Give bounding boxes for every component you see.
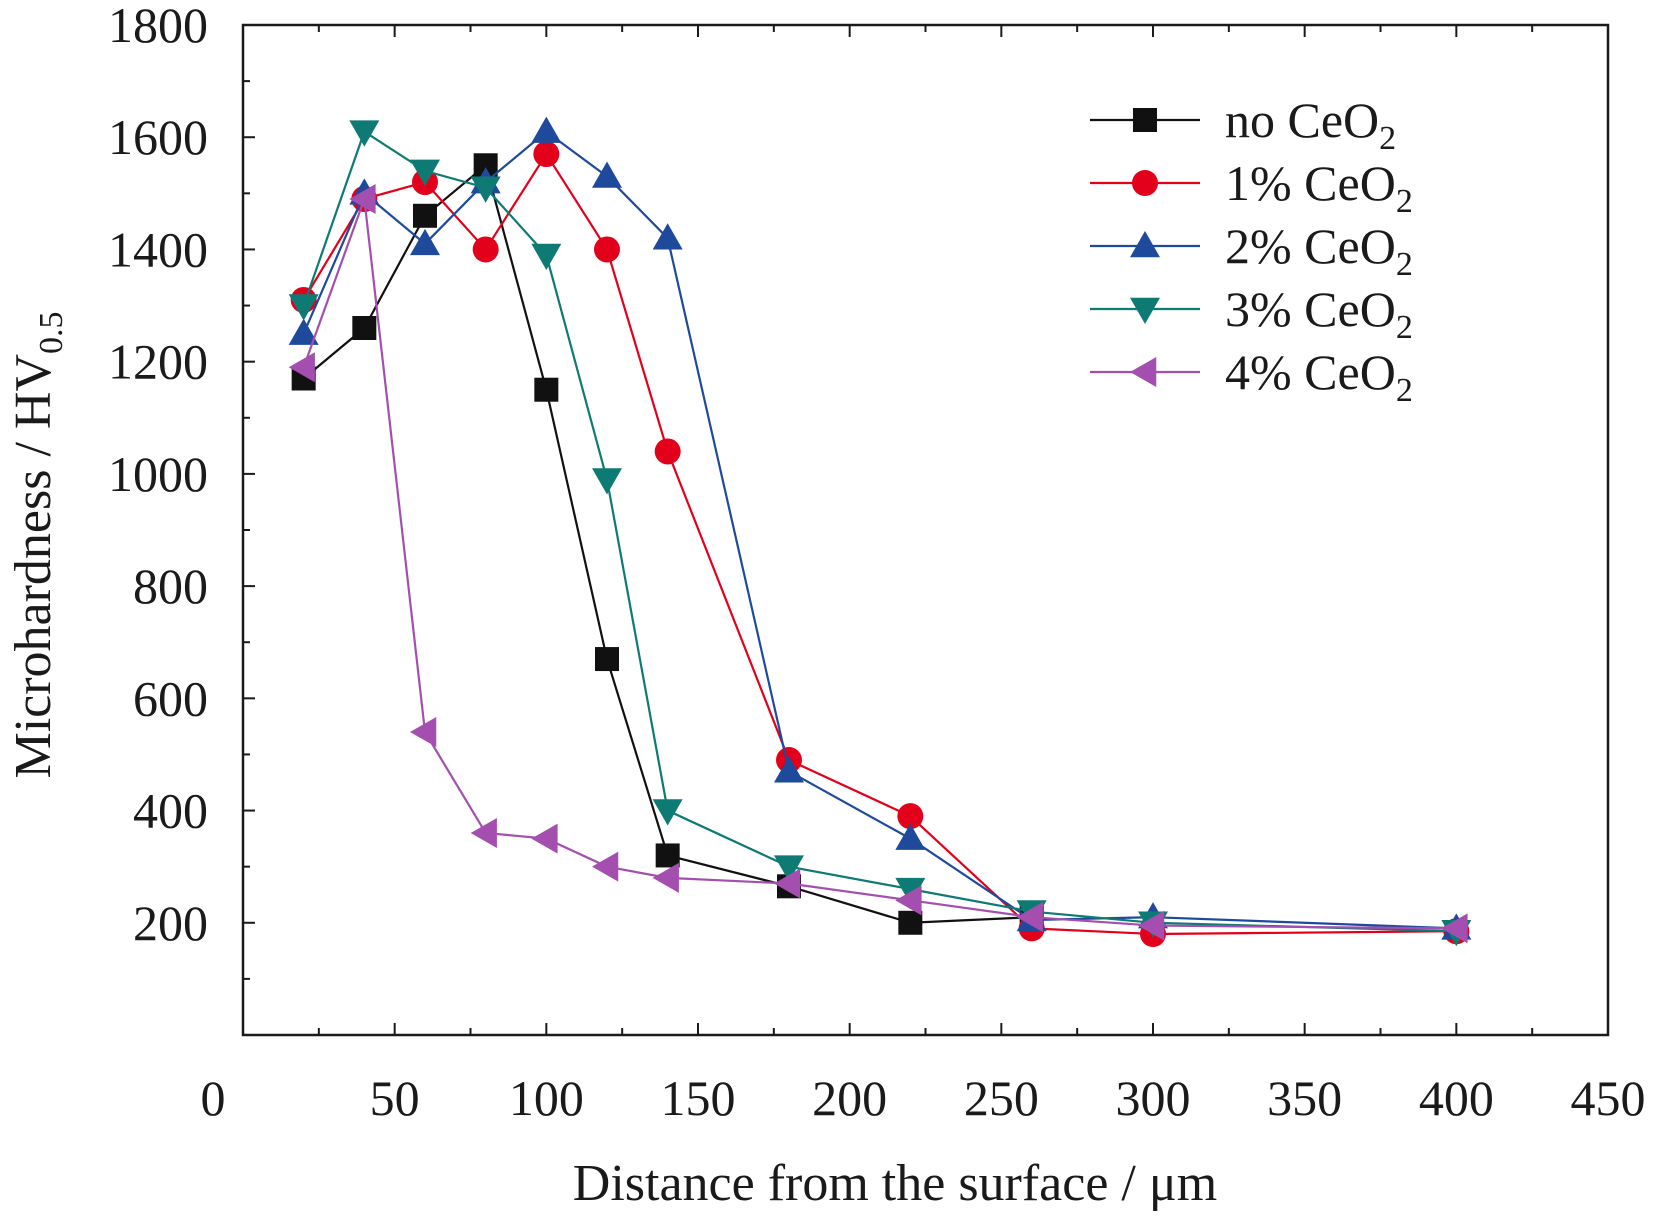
legend-marker-1pct-ceo2 (1132, 170, 1158, 196)
legend-label-no-ceo2: no CeO2 (1225, 92, 1396, 157)
y-tick-label-1200: 1200 (108, 334, 208, 390)
data-point-no-ceo2-60 (413, 203, 437, 228)
data-point-3pct-ceo2-40 (349, 120, 380, 147)
data-point-3pct-ceo2-20 (288, 294, 319, 321)
data-point-no-ceo2-40 (352, 316, 377, 340)
legend-label-4pct-ceo2: 4% CeO2 (1225, 344, 1413, 409)
x-tick-label-350: 350 (1267, 1070, 1342, 1126)
legend-marker-3pct-ceo2 (1130, 297, 1160, 324)
x-tick-label-0: 0 (201, 1070, 226, 1126)
data-point-4pct-ceo2-40 (349, 183, 376, 214)
data-point-2pct-ceo2-120 (592, 161, 622, 188)
y-tick-labels: 200 400 600 800 1000 1200 1400 1600 1800 (108, 0, 208, 951)
data-point-3pct-ceo2-120 (592, 468, 622, 495)
legend-label-main: 3% CeO (1225, 281, 1396, 337)
y-axis-title-main: Microhardness / HV (5, 354, 62, 779)
x-tick-label-300: 300 (1116, 1070, 1191, 1126)
data-point-3pct-ceo2-100 (531, 243, 562, 271)
legend-label-main: 4% CeO (1225, 344, 1396, 400)
legend-label-2pct-ceo2: 2% CeO2 (1225, 218, 1413, 283)
x-tick-label-250: 250 (964, 1070, 1039, 1126)
data-point-no-ceo2-140 (655, 843, 680, 868)
data-point-no-ceo2-120 (595, 647, 619, 672)
data-point-4pct-ceo2-180 (774, 868, 801, 899)
y-tick-label-800: 800 (133, 558, 208, 614)
legend-item-no-ceo2: no CeO2 (1090, 92, 1396, 157)
legend-label-1pct-ceo2: 1% CeO2 (1225, 155, 1413, 220)
y-tick-label-1800: 1800 (108, 0, 208, 53)
data-series (288, 116, 1472, 947)
legend-label-main: 2% CeO (1225, 218, 1396, 274)
data-point-2pct-ceo2-220 (895, 823, 926, 850)
data-point-3pct-ceo2-80 (470, 176, 501, 203)
data-point-4pct-ceo2-120 (592, 851, 619, 882)
series-4pct-ceo2 (288, 183, 1468, 944)
data-point-4pct-ceo2-220 (895, 885, 922, 916)
data-point-2pct-ceo2-180 (774, 756, 804, 783)
legend-label-main: no CeO (1225, 92, 1379, 148)
data-point-1pct-ceo2-80 (472, 236, 499, 263)
axis-ticks (243, 25, 1534, 1035)
legend-label-sub: 2 (1396, 372, 1413, 409)
legend-label-sub: 2 (1396, 246, 1413, 283)
legend-marker-2pct-ceo2 (1130, 231, 1160, 258)
legend-label-sub: 2 (1396, 183, 1413, 220)
data-point-1pct-ceo2-100 (533, 141, 560, 168)
y-tick-label-1400: 1400 (108, 221, 208, 277)
data-point-1pct-ceo2-220 (897, 803, 924, 830)
data-point-no-ceo2-100 (534, 377, 559, 402)
data-point-4pct-ceo2-100 (531, 823, 558, 854)
data-point-3pct-ceo2-220 (895, 877, 926, 905)
data-point-4pct-ceo2-60 (410, 717, 437, 747)
series-line-no-ceo2 (302, 163, 1032, 924)
data-point-2pct-ceo2-140 (652, 223, 683, 250)
data-point-2pct-ceo2-100 (531, 116, 562, 143)
legend-item-3pct-ceo2: 3% CeO2 (1090, 281, 1413, 346)
data-point-3pct-ceo2-180 (774, 855, 804, 882)
x-tick-label-200: 200 (812, 1070, 887, 1126)
y-axis-title-sub: 0.5 (33, 311, 70, 354)
y-tick-label-1000: 1000 (108, 446, 208, 502)
x-tick-label-150: 150 (661, 1070, 736, 1126)
legend-item-2pct-ceo2: 2% CeO2 (1090, 218, 1413, 283)
y-axis-title: Microhardness / HV0.5 (5, 311, 70, 778)
x-tick-label-50: 50 (370, 1070, 420, 1126)
data-point-4pct-ceo2-20 (288, 352, 315, 383)
x-tick-label-450: 450 (1571, 1070, 1646, 1126)
data-point-2pct-ceo2-20 (288, 318, 319, 345)
x-axis-title: Distance from the surface / μm (573, 1155, 1217, 1212)
data-point-4pct-ceo2-140 (652, 862, 679, 893)
legend-marker-no-ceo2 (1133, 108, 1157, 132)
y-tick-label-600: 600 (133, 670, 208, 726)
data-point-4pct-ceo2-80 (470, 818, 497, 848)
data-point-3pct-ceo2-140 (652, 799, 683, 826)
legend-marker-4pct-ceo2 (1130, 357, 1157, 387)
x-tick-labels: 0 50 100 150 200 250 300 350 400 450 (201, 1070, 1646, 1126)
data-point-4pct-ceo2-300 (1138, 910, 1165, 941)
y-tick-label-1600: 1600 (108, 109, 208, 165)
x-tick-label-100: 100 (509, 1070, 584, 1126)
data-point-4pct-ceo2-260 (1016, 902, 1043, 933)
legend-item-4pct-ceo2: 4% CeO2 (1090, 344, 1413, 409)
data-point-4pct-ceo2-400 (1441, 913, 1468, 944)
data-point-2pct-ceo2-60 (410, 228, 440, 256)
x-tick-label-400: 400 (1419, 1070, 1494, 1126)
series-line-4pct-ceo2 (302, 198, 1457, 930)
legend-label-sub: 2 (1396, 309, 1413, 346)
legend-label-sub: 2 (1379, 120, 1396, 157)
data-point-1pct-ceo2-120 (594, 236, 620, 263)
y-tick-label-200: 200 (133, 895, 208, 951)
legend-label-main: 1% CeO (1225, 155, 1396, 211)
legend-item-1pct-ceo2: 1% CeO2 (1090, 155, 1413, 220)
data-point-3pct-ceo2-60 (410, 159, 440, 186)
data-point-no-ceo2-220 (898, 910, 923, 935)
y-tick-label-400: 400 (133, 783, 208, 839)
legend-label-3pct-ceo2: 3% CeO2 (1225, 281, 1413, 346)
data-point-1pct-ceo2-140 (654, 438, 681, 465)
